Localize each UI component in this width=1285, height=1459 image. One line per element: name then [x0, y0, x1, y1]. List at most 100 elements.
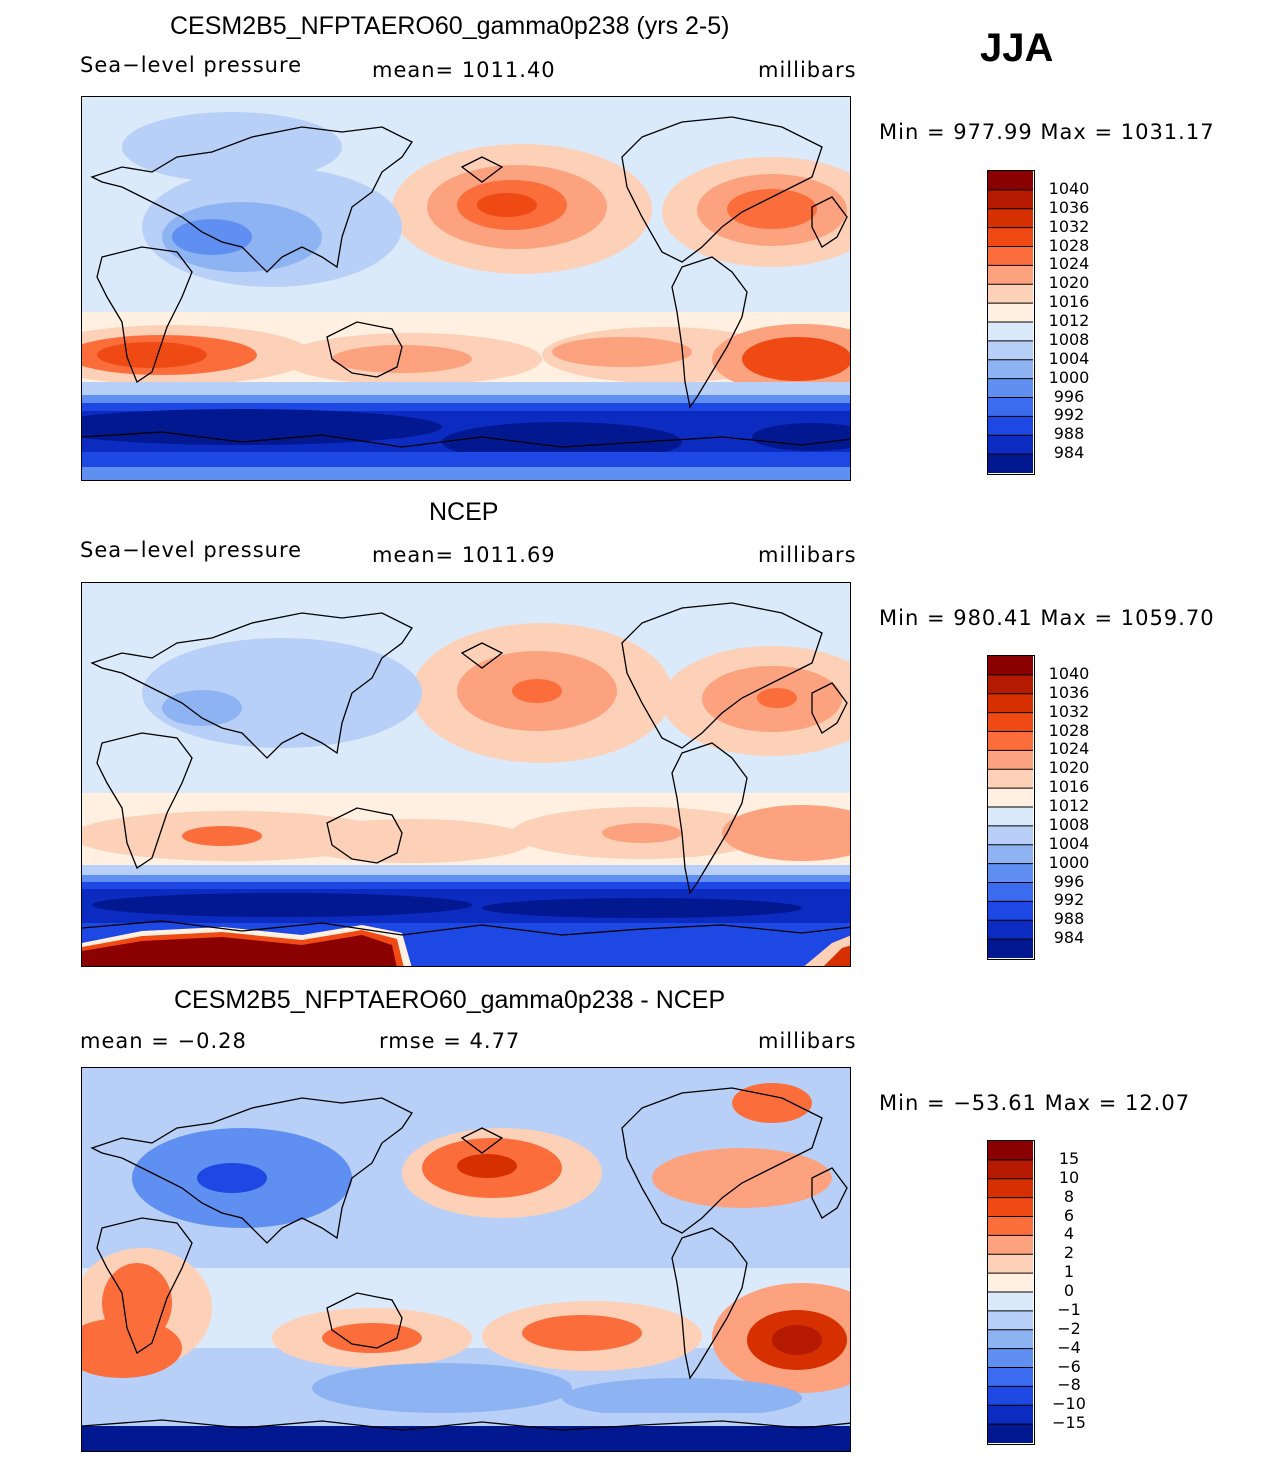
colorbar-swatch: [988, 693, 1033, 714]
colorbar-swatch: [988, 265, 1033, 285]
colorbar-tick-label: −15: [1052, 1413, 1086, 1433]
colorbar-tick-label: −2: [1057, 1318, 1081, 1338]
colorbar-swatch: [988, 1329, 1033, 1350]
colorbar-swatch: [988, 731, 1033, 751]
colorbar-tick-label: 8: [1063, 1186, 1075, 1206]
colorbar-tick-label: 992: [1053, 890, 1085, 910]
colorbar-tick-label: −1: [1057, 1299, 1081, 1319]
colorbar-tick-label: 1008: [1048, 329, 1090, 349]
colorbar-tick-label: 984: [1053, 928, 1085, 948]
colorbar-swatch: [988, 769, 1033, 789]
colorbar-tick-label: 1020: [1048, 273, 1090, 293]
colorbar-swatch: [988, 901, 1033, 921]
panel1-variable: Sea−level pressure: [80, 53, 303, 77]
panel1-map-svg: [82, 97, 850, 480]
colorbar-tick-label: −6: [1057, 1356, 1081, 1376]
colorbar-tick-label: 1000: [1048, 852, 1090, 872]
panel3-title: CESM2B5_NFPTAERO60_gamma0p238 - NCEP: [174, 986, 726, 1014]
panel1-units: millibars: [758, 58, 857, 82]
colorbar-swatch: [988, 882, 1033, 902]
colorbar-tick-label: 1032: [1048, 701, 1090, 721]
colorbar-tick-label: 6: [1063, 1205, 1075, 1225]
colorbar-swatch: [988, 1292, 1033, 1312]
colorbar-tick-label: 10: [1058, 1167, 1080, 1187]
colorbar-tick-label: 1024: [1048, 254, 1090, 274]
colorbar-swatch: [988, 1178, 1033, 1199]
colorbar-swatch: [988, 939, 1033, 958]
colorbar-swatch: [988, 825, 1033, 846]
colorbar-swatch: [988, 340, 1033, 361]
panel2-mean: mean= 1011.69: [372, 543, 556, 567]
panel3-colorbar-svg: [988, 1141, 1033, 1443]
colorbar-swatch: [988, 208, 1033, 229]
colorbar-swatch: [988, 1254, 1033, 1274]
colorbar-tick-label: −4: [1057, 1337, 1081, 1357]
colorbar-tick-label: 1028: [1048, 235, 1090, 255]
panel3-mean: mean = −0.28: [80, 1029, 247, 1053]
colorbar-tick-label: 1028: [1048, 720, 1090, 740]
panel2-units: millibars: [758, 543, 857, 567]
panel2-colorbar-svg: [988, 656, 1033, 958]
panel2-minmax: Min = 980.41 Max = 1059.70: [879, 606, 1215, 630]
colorbar-swatch: [988, 284, 1033, 304]
colorbar-swatch: [988, 1159, 1033, 1180]
colorbar-tick-label: 1016: [1048, 292, 1090, 312]
colorbar-swatch: [988, 1273, 1033, 1293]
colorbar-swatch: [988, 322, 1033, 342]
colorbar-tick-label: 988: [1053, 424, 1085, 444]
panel3-rmse: rmse = 4.77: [379, 1029, 521, 1053]
colorbar-tick-label: 996: [1053, 386, 1085, 406]
colorbar-swatch: [988, 171, 1033, 191]
colorbar-swatch: [988, 303, 1033, 323]
panel3-minmax: Min = −53.61 Max = 12.07: [879, 1091, 1191, 1115]
colorbar-swatch: [988, 1348, 1033, 1369]
colorbar-tick-label: 4: [1063, 1224, 1075, 1244]
colorbar-swatch: [988, 1367, 1033, 1387]
colorbar-tick-label: 1000: [1048, 367, 1090, 387]
colorbar-tick-label: 1016: [1048, 777, 1090, 797]
season-label: JJA: [980, 26, 1054, 70]
colorbar-swatch: [988, 454, 1033, 473]
panel1-minmax: Min = 977.99 Max = 1031.17: [879, 120, 1215, 144]
colorbar-tick-label: 1040: [1048, 663, 1090, 683]
colorbar-tick-label: 1008: [1048, 814, 1090, 834]
panel1-mean: mean= 1011.40: [372, 58, 556, 82]
colorbar-swatch: [988, 416, 1033, 436]
panel3-map-svg: [82, 1068, 850, 1451]
panel3-units: millibars: [758, 1029, 857, 1053]
colorbar-tick-label: 2: [1063, 1243, 1075, 1263]
colorbar-swatch: [988, 920, 1033, 940]
colorbar-tick-label: 1012: [1048, 311, 1090, 330]
colorbar-swatch: [988, 1310, 1033, 1331]
colorbar-tick-label: 1024: [1048, 739, 1090, 759]
colorbar-swatch: [988, 1216, 1033, 1236]
colorbar-tick-label: 1004: [1048, 833, 1090, 853]
colorbar-tick-label: 1036: [1048, 197, 1090, 217]
colorbar-swatch: [988, 1235, 1033, 1255]
colorbar-swatch: [988, 435, 1033, 455]
colorbar-swatch: [988, 844, 1033, 865]
colorbar-tick-label: 988: [1053, 909, 1085, 929]
colorbar-swatch: [988, 674, 1033, 695]
panel1-colorbar: [987, 170, 1035, 475]
panel2-title: NCEP: [429, 498, 499, 526]
panel1-colorbar-svg: [988, 171, 1033, 473]
colorbar-tick-label: 1020: [1048, 758, 1090, 778]
colorbar-tick-label: 984: [1053, 443, 1085, 463]
colorbar-tick-label: 15: [1058, 1148, 1080, 1168]
colorbar-swatch: [988, 656, 1033, 676]
colorbar-swatch: [988, 712, 1033, 733]
colorbar-tick-label: 1036: [1048, 682, 1090, 702]
colorbar-tick-label: 1004: [1048, 348, 1090, 368]
colorbar-tick-label: 1: [1063, 1262, 1075, 1282]
colorbar-swatch: [988, 189, 1033, 210]
colorbar-tick-label: −10: [1052, 1394, 1086, 1414]
panel2-map-svg: [82, 583, 850, 966]
colorbar-swatch: [988, 227, 1033, 248]
colorbar-swatch: [988, 378, 1033, 399]
colorbar-swatch: [988, 1424, 1033, 1443]
colorbar-swatch: [988, 1386, 1033, 1406]
panel3-colorbar: [987, 1140, 1035, 1445]
colorbar-tick-label: 1012: [1048, 796, 1090, 815]
colorbar-swatch: [988, 1197, 1033, 1218]
